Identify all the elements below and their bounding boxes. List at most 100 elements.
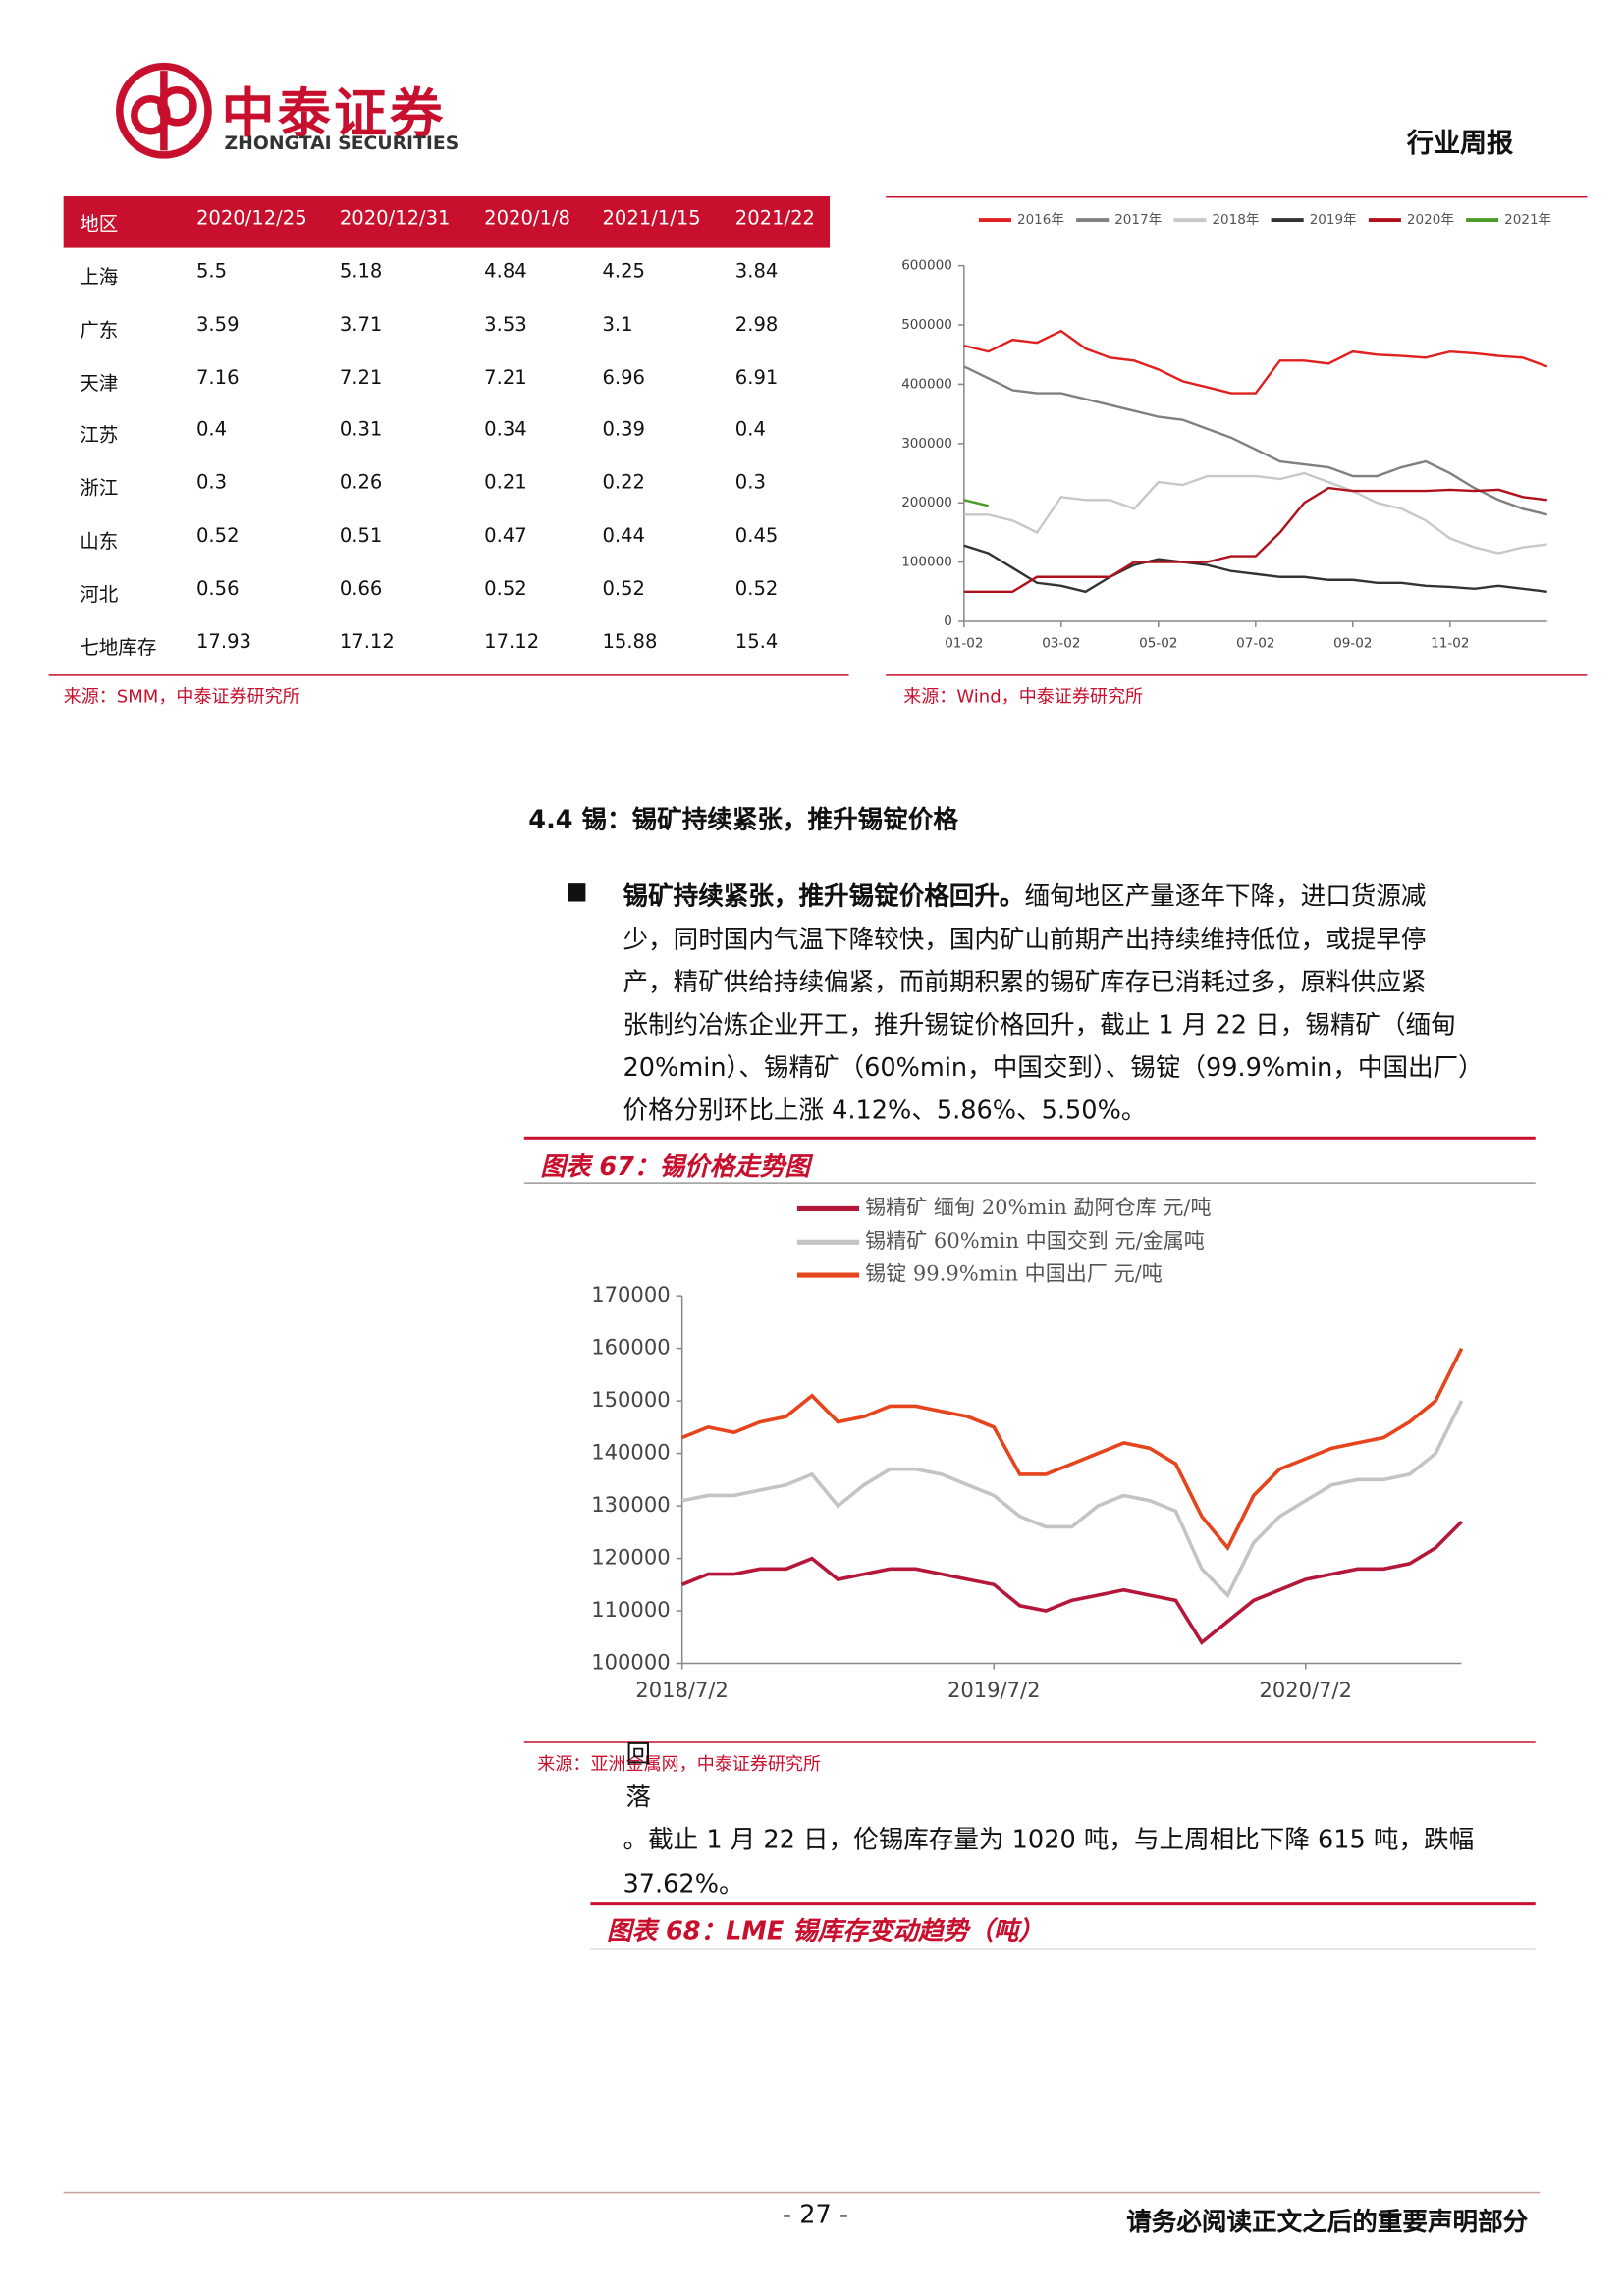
y-tick-label: 600000: [901, 258, 952, 274]
y-tick-label: 500000: [901, 317, 952, 333]
table-cell: 3.59: [195, 313, 240, 337]
table-header-cell: 地区: [80, 214, 119, 237]
table-header-cell: 2020/1/8: [484, 208, 570, 231]
rule: [523, 1182, 1536, 1184]
table-cell: 江苏: [80, 425, 119, 449]
x-tick-label: 2019/7/2: [947, 1678, 1041, 1702]
table-cell: 3.53: [484, 313, 527, 337]
legend-label: 2017年: [1114, 212, 1162, 228]
table-header-cell: 2020/12/31: [339, 208, 451, 231]
table-cell: 0.52: [484, 578, 527, 601]
table-cell: 0.52: [602, 578, 646, 601]
table-cell: 7.21: [484, 366, 527, 390]
table-cell: 0.56: [195, 578, 240, 601]
paragraph-line: 少，同时国内气温下降较快，国内矿山前期产出持续维持低位，或提早停: [623, 925, 1427, 955]
table-cell: 浙江: [80, 478, 119, 502]
y-tick-label: 120000: [591, 1545, 670, 1570]
rule: [886, 674, 1588, 676]
table-cell: 0.45: [734, 525, 779, 548]
y-tick-label: 200000: [901, 495, 952, 510]
series-line: [963, 329, 1548, 395]
table-cell: 天津: [80, 372, 119, 396]
table-cell: 河北: [80, 584, 119, 607]
table-cell: 6.91: [734, 366, 779, 390]
y-tick-label: 110000: [591, 1597, 670, 1622]
paragraph-line: 。截止 1 月 22 日，伦锡库存量为 1020 吨，与上周相比下降 615 吨…: [623, 1825, 1475, 1856]
rule: [63, 2191, 1541, 2194]
logo: [116, 62, 212, 159]
table-cell: 0.22: [602, 472, 646, 495]
series-line: [963, 365, 1548, 516]
y-tick-label: 130000: [591, 1492, 670, 1517]
y-tick-label: 140000: [591, 1440, 670, 1465]
y-tick-label: 400000: [901, 376, 952, 392]
legend-label: 2019年: [1310, 212, 1357, 228]
table-cell: 0.51: [339, 525, 383, 548]
table-header-cell: 2021/1/15: [602, 208, 701, 231]
table-cell: 0.31: [339, 419, 383, 443]
table-cell: 0.52: [734, 578, 779, 601]
y-tick-label: 150000: [591, 1387, 670, 1412]
series-line: [963, 499, 989, 507]
table-cell: 4.25: [602, 261, 646, 284]
paragraph-line: 价格分别环比上涨 4.12%、5.86%、5.50%。: [623, 1095, 1147, 1126]
x-tick-label: 01-02: [945, 636, 983, 652]
table-cell: 0.3: [734, 472, 766, 495]
fragment: 回: [625, 1739, 652, 1770]
rule: [590, 1948, 1536, 1950]
rule: [523, 1741, 1536, 1743]
inventory-chart: 0 100000 200000 300000 400000 500000 600000 01-…: [901, 212, 1551, 652]
table-cell: 0.4: [195, 419, 228, 443]
bullet: ■: [565, 877, 588, 905]
series-line: [680, 1347, 1464, 1552]
table-cell: 17.93: [195, 630, 251, 654]
y-tick-label: 0: [944, 614, 952, 629]
table-cell: 0.52: [195, 525, 240, 548]
table-cell: 5.18: [339, 261, 383, 284]
x-tick-label: 09-02: [1333, 636, 1372, 652]
table-cell: 6.96: [602, 366, 646, 390]
rule: [590, 1902, 1536, 1906]
table-cell: 3.84: [734, 261, 779, 284]
legend-label: 2021年: [1504, 212, 1551, 228]
y-tick-label: 100000: [901, 555, 952, 570]
legend-label: 锡精矿 缅甸 20%min 勐阿仓库 元/吨: [865, 1195, 1211, 1219]
x-tick-label: 2018/7/2: [635, 1678, 729, 1702]
series-line: [963, 544, 1547, 594]
source: 来源：亚洲金属网，中泰证券研究所: [537, 1753, 822, 1775]
rule: [48, 674, 849, 676]
y-tick-label: 300000: [901, 436, 952, 452]
rule: [886, 195, 1588, 198]
table-cell: 0.3: [195, 472, 228, 495]
brand: 中泰证券: [221, 83, 447, 145]
table-cell: 3.71: [339, 313, 383, 337]
paragraph-line: 37.62%。: [623, 1870, 744, 1900]
paragraph-line: 张制约冶炼企业开工，推升锡锭价格回升，截止 1 月 22 日，锡精矿（缅甸: [623, 1010, 1456, 1041]
text: 缅甸地区产量逐年下降，进口货源减: [1024, 882, 1427, 913]
x-tick-label: 05-02: [1139, 636, 1177, 652]
table-cell: 0.66: [339, 578, 383, 601]
figure-title: 图表 68：LME 锡库存变动趋势（吨）: [606, 1917, 1044, 1948]
y-tick-label: 170000: [591, 1282, 670, 1307]
brand-en: ZHONGTAI SECURITIES: [224, 131, 460, 154]
notice: 请务必阅读正文之后的重要声明部分: [1126, 2208, 1529, 2238]
table-cell: 4.84: [484, 261, 527, 284]
table-cell: 0.44: [602, 525, 646, 548]
x-tick-label: 11-02: [1431, 636, 1469, 652]
rule: [523, 1136, 1536, 1140]
table-cell: 7.16: [195, 366, 240, 390]
lead: 锡矿持续紧张，推升锡锭价格回升。: [623, 882, 1025, 913]
table-cell: 0.4: [734, 419, 766, 443]
legend-label: 锡锭 99.9%min 中国出厂 元/吨: [865, 1261, 1163, 1286]
legend-label: 2016年: [1017, 212, 1064, 228]
table-cell: 3.1: [602, 313, 633, 337]
series-line: [680, 1520, 1463, 1645]
section-heading: 4.4 锡：锡矿持续紧张，推升锡锭价格: [528, 805, 958, 836]
table-cell: 5.5: [195, 261, 228, 284]
legend-label: 锡精矿 60%min 中国交到 元/金属吨: [865, 1228, 1205, 1253]
table-cell: 0.39: [602, 419, 646, 443]
x-tick-label: 07-02: [1236, 636, 1274, 652]
table-header-band: [63, 195, 831, 248]
y-tick-label: 100000: [591, 1650, 670, 1675]
